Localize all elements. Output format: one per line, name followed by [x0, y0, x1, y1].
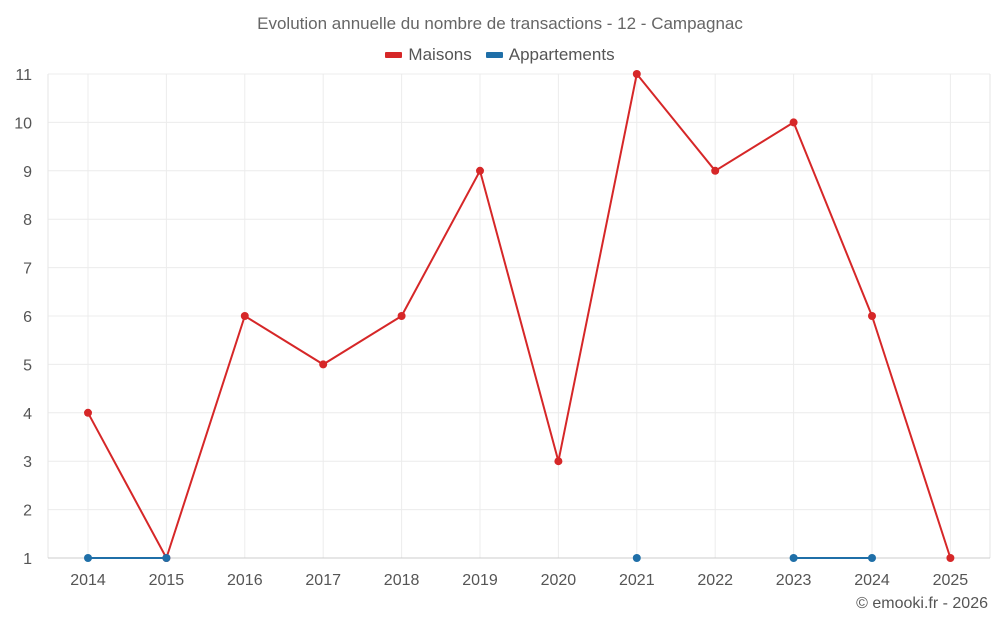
x-tick-label: 2014	[70, 572, 106, 589]
data-point-maisons	[554, 457, 563, 466]
y-tick-label: 10	[14, 115, 32, 132]
data-point-maisons	[711, 166, 720, 175]
y-tick-label: 9	[23, 164, 32, 181]
legend-swatch-maisons	[385, 52, 403, 58]
data-point-maisons	[868, 312, 876, 320]
data-point-appartements	[632, 554, 641, 562]
x-tick-label: 2021	[619, 572, 655, 589]
legend-swatch-appartements	[485, 52, 503, 58]
series-line-maisons	[87, 71, 952, 561]
legend-label-appartements: Appartements	[508, 45, 615, 64]
legend-item-maisons[interactable]: Maisons	[385, 45, 472, 65]
y-tick-label: 1	[23, 551, 32, 568]
data-point-maisons	[319, 360, 328, 369]
data-point-maisons	[632, 70, 641, 78]
credit-text: © emooki.fr - 2026	[856, 595, 988, 612]
x-tick-label: 2017	[305, 572, 341, 589]
x-tick-label: 2019	[462, 572, 498, 589]
x-tick-label: 2023	[776, 572, 812, 589]
x-tick-label: 2020	[541, 572, 577, 589]
chart-title: Evolution annuelle du nombre de transact…	[257, 14, 743, 33]
y-tick-label: 11	[15, 67, 32, 84]
data-point-maisons	[789, 118, 798, 127]
y-tick-label: 4	[23, 406, 32, 423]
legend: Maisons Appartements	[0, 45, 1000, 65]
data-point-maisons	[476, 166, 484, 175]
x-tick-label: 2016	[227, 572, 263, 589]
y-tick-label: 5	[23, 357, 32, 374]
legend-label-maisons: Maisons	[408, 45, 472, 64]
data-point-maisons	[397, 312, 406, 320]
y-tick-label: 2	[23, 503, 32, 520]
legend-item-appartements[interactable]: Appartements	[485, 45, 615, 65]
data-point-maisons	[240, 312, 249, 320]
data-point-appartements	[789, 554, 798, 562]
data-point-appartements	[84, 554, 92, 562]
data-point-appartements	[162, 554, 171, 562]
x-tick-label: 2018	[384, 572, 420, 589]
x-tick-label: 2015	[149, 572, 185, 589]
y-tick-label: 3	[23, 454, 32, 471]
y-tick-label: 8	[23, 212, 32, 229]
data-point-appartements	[868, 554, 876, 562]
axis-layer: 1 2 3 4 5 6 7 8 9 10 11 2014 2015 2016 2017 2018 2019 202…	[14, 67, 990, 589]
x-tick-label: 2025	[933, 572, 969, 589]
y-tick-label: 6	[23, 309, 32, 326]
series-layer	[84, 70, 955, 562]
x-tick-label: 2024	[854, 572, 890, 589]
y-tick-label: 7	[23, 261, 32, 278]
data-point-maisons	[84, 408, 92, 417]
x-tick-label: 2022	[697, 572, 733, 589]
data-point-maisons	[946, 554, 955, 562]
